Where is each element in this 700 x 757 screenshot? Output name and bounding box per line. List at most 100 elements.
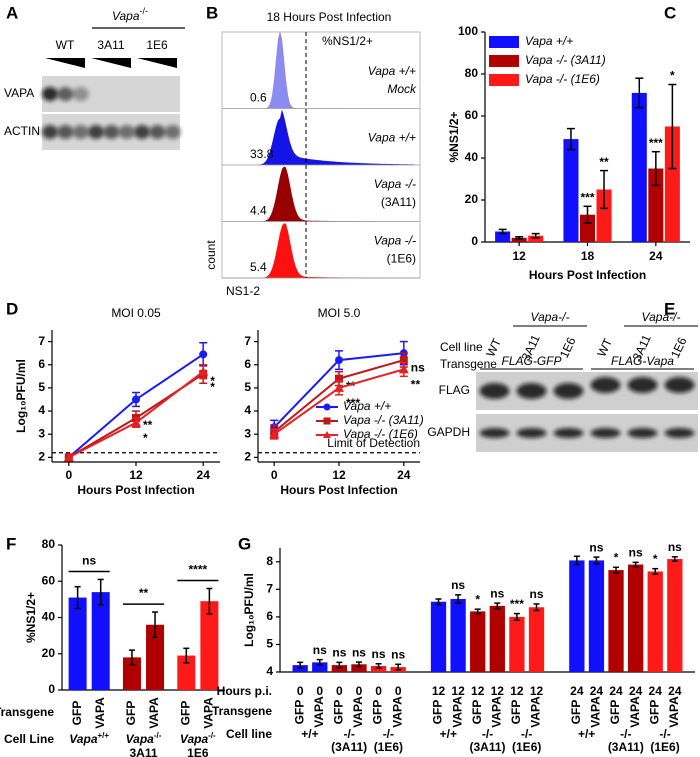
error-bar [455, 594, 462, 604]
transgene-label: GFP [569, 700, 583, 725]
transgene-label: GFP [431, 700, 445, 725]
row-label: Hours p.i. [217, 684, 272, 698]
cell-line-label: -/- [659, 727, 670, 741]
sample-sub: Mock [387, 82, 417, 96]
panel-label: G [238, 534, 251, 553]
histogram [230, 109, 415, 165]
legend-marker [323, 403, 331, 411]
bar [528, 607, 545, 672]
panel-label: C [664, 3, 676, 22]
bar [627, 564, 644, 672]
blot-band [627, 428, 658, 438]
significance: * [475, 592, 480, 606]
blot-band [72, 125, 89, 139]
y-tick-label: 6 [244, 357, 251, 371]
gate-percentage: 5.4 [250, 260, 267, 274]
hours-label: 0 [375, 684, 382, 698]
bar [563, 139, 579, 242]
gate-label: %NS1/2+ [322, 34, 373, 48]
significance: *** [580, 190, 594, 204]
panel-label: E [664, 299, 675, 318]
x-axis-label: NS1-2 [226, 284, 260, 298]
hours-label: 0 [336, 684, 343, 698]
error-bar [671, 556, 678, 562]
sample-name: Vapa -/- [374, 177, 416, 191]
significance: * [653, 552, 658, 566]
y-tick-label: 60 [42, 573, 56, 587]
error-bar [375, 662, 382, 669]
bar [470, 611, 486, 672]
transgene-label: GFP [70, 701, 84, 726]
panel-label: B [206, 3, 218, 22]
blot-band [479, 383, 510, 399]
hours-label: 24 [649, 684, 663, 698]
blot-row-label: GAPDH [427, 425, 470, 439]
significance: ns [391, 647, 405, 661]
cell-line-label: Vapa+/+ [69, 731, 109, 747]
error-bar [600, 169, 609, 210]
cell-line-label: -/- [620, 727, 631, 741]
hours-label: 12 [451, 684, 465, 698]
y-tick-label: 2 [244, 450, 251, 464]
transgene-label: GFP [178, 701, 192, 726]
blot-band [72, 87, 89, 101]
significance: * [143, 431, 148, 445]
legend-swatch [489, 74, 519, 86]
cell-line-label: +/+ [301, 727, 318, 741]
cell-line-label-part: +/+ [98, 731, 110, 740]
y-tick-label: 5 [266, 637, 273, 651]
blot-band [164, 125, 181, 139]
row-label: Transgene [212, 704, 272, 718]
error-bar [566, 127, 575, 151]
blot-band [664, 377, 695, 393]
blot-band [590, 377, 621, 393]
bar [511, 237, 527, 242]
row-label: Cell line [226, 727, 272, 741]
blot-band [134, 125, 150, 139]
y-tick-label: 4 [38, 403, 45, 417]
transgene-label: GFP [371, 700, 385, 725]
marker [335, 374, 343, 383]
blot-band [479, 428, 510, 438]
dilution-wedge [45, 58, 85, 68]
genotype-header: Vapa-/- [112, 6, 148, 23]
lane-label: 1E6 [146, 38, 168, 52]
x-axis-label: Hours Post Infection [529, 268, 646, 282]
significance: * [210, 374, 215, 388]
significance: *** [346, 396, 360, 410]
bar [146, 624, 165, 690]
marker [399, 356, 408, 365]
transgene-label: GFP [608, 700, 622, 725]
bar [68, 597, 87, 690]
cell-line-sub: (1E6) [650, 740, 679, 754]
y-tick-label: 7 [244, 334, 251, 348]
blot-background [476, 372, 698, 410]
cell-line-label: +/+ [578, 727, 595, 741]
transgene-label: VAPA [667, 696, 681, 728]
hours-label: 24 [629, 684, 643, 698]
error-bar [513, 612, 520, 621]
bar [122, 657, 141, 690]
transgene-label: GFP [124, 701, 138, 726]
bar [177, 655, 196, 690]
marker [334, 382, 344, 392]
dilution-wedge [91, 58, 131, 68]
hours-label: 12 [510, 684, 524, 698]
y-tick-label: 3 [244, 426, 251, 440]
transgene-label: GFP [332, 700, 346, 725]
blot-band [42, 87, 58, 101]
transgene-label: VAPA [312, 696, 326, 728]
blot-background [476, 414, 698, 452]
bar [351, 664, 367, 672]
significance: ns [589, 540, 603, 554]
blot-band [664, 428, 695, 438]
bar [509, 616, 525, 672]
y-tick-label: 6 [266, 609, 273, 623]
marker [335, 356, 343, 365]
bar [569, 560, 585, 672]
blot-row-label: VAPA [4, 86, 34, 100]
blot-band [118, 125, 135, 139]
y-axis-label: Log₁₀PFU/ml [14, 359, 28, 433]
panel-label: F [6, 534, 16, 553]
panel-label: A [6, 3, 18, 22]
